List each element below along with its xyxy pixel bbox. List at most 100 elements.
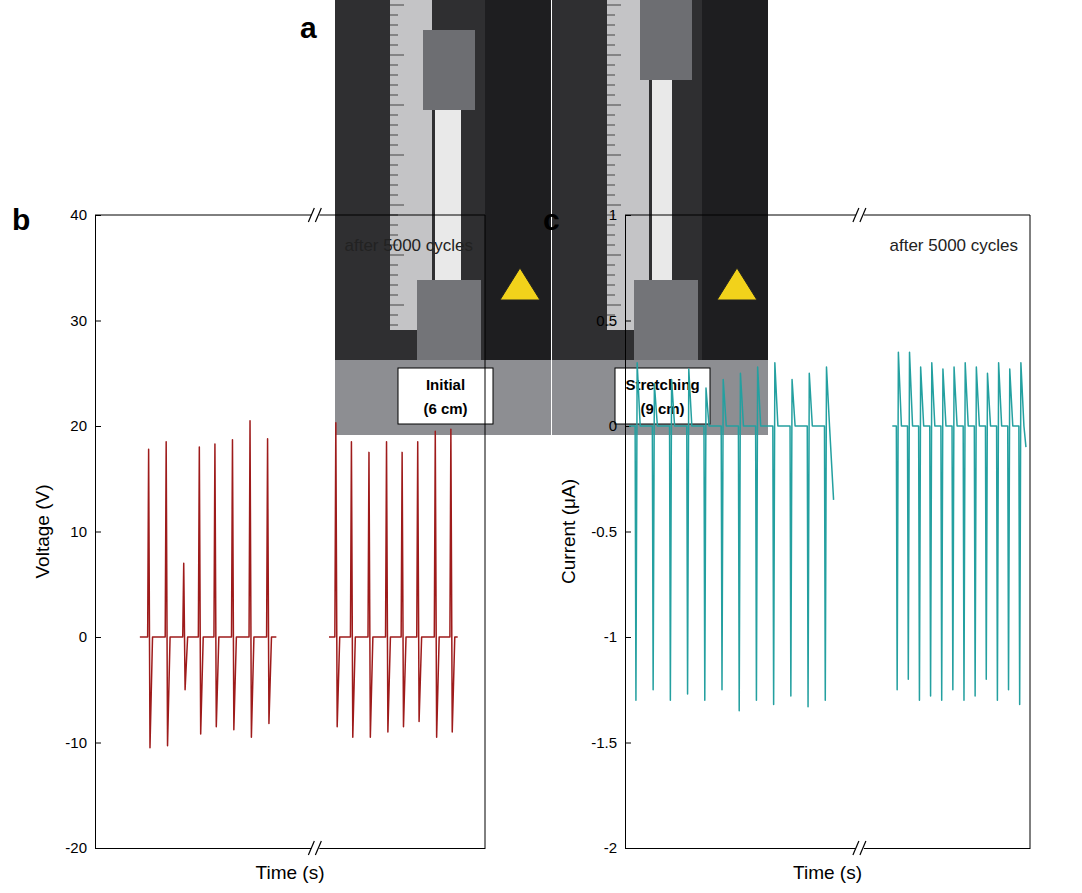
- y-tick-mark: [625, 321, 631, 322]
- warning-sign: [500, 268, 540, 300]
- y-tick-mark: [625, 532, 631, 533]
- ruler-tick: [390, 325, 398, 326]
- ruler-tick: [607, 175, 615, 176]
- y-axis: -20 -10 0 10 20 30 40: [65, 206, 101, 856]
- ruler-tick: [390, 125, 398, 126]
- ruler-tick: [390, 45, 398, 46]
- photo-machine: [702, 0, 768, 360]
- axis-break: [853, 841, 866, 855]
- upper-grip: [423, 30, 475, 110]
- y-tick-mark: [95, 321, 101, 322]
- y-tick: 0: [79, 628, 101, 645]
- lower-grip: [634, 280, 698, 360]
- axis-break: [853, 208, 866, 222]
- ruler-tick: [390, 25, 398, 26]
- ruler-tick: [390, 5, 404, 6]
- y-tick-label: 0.5: [596, 312, 617, 329]
- y-tick-label: -0.5: [591, 523, 617, 540]
- y-tick: -1: [604, 628, 631, 645]
- photo-half: Stretching(9 cm): [552, 0, 768, 435]
- y-tick: 10: [70, 523, 101, 540]
- x-axis-title: Time (s): [256, 862, 325, 883]
- photo-label: (6 cm): [423, 400, 467, 417]
- ruler-tick: [607, 65, 615, 66]
- upper-grip: [640, 0, 692, 80]
- figure: Initial(6 cm)Stretching(9 cm)abc-20-1001…: [0, 0, 1082, 893]
- ruler-tick: [607, 35, 615, 36]
- photo-background: [335, 0, 551, 435]
- ruler-tick: [607, 115, 615, 116]
- ruler-tick: [390, 285, 398, 286]
- frame-right: [1030, 215, 1031, 848]
- ruler-tick: [607, 125, 615, 126]
- y-tick: -1.5: [591, 734, 631, 751]
- ruler-tick: [390, 135, 398, 136]
- y-tick-label: -1.5: [591, 734, 617, 751]
- ruler-tick: [607, 275, 615, 276]
- frame-top: [625, 215, 1030, 216]
- ruler-tick: [390, 155, 404, 156]
- axis-break-slash: [308, 841, 314, 855]
- y-tick-label: 30: [70, 312, 87, 329]
- warning-sign: [717, 268, 757, 300]
- y-tick: 30: [70, 312, 101, 329]
- photo-background: [552, 0, 768, 435]
- ruler-tick: [607, 155, 621, 156]
- panel-letter: a: [300, 11, 317, 44]
- ruler-tick: [390, 115, 398, 116]
- y-tick-label: -10: [65, 734, 87, 751]
- ruler-tick: [607, 285, 615, 286]
- ruler-tick: [607, 165, 615, 166]
- y-tick-label: -20: [65, 839, 87, 856]
- ruler-tick: [607, 95, 615, 96]
- chart: -2-1.5-1-0.500.51after 5000 cyclesCurren…: [558, 206, 1030, 883]
- x-axis-line: [626, 848, 1031, 849]
- y-tick: -2: [604, 839, 631, 856]
- y-tick-label: 0: [79, 628, 87, 645]
- ruler-tick: [607, 75, 615, 76]
- y-tick-label: 10: [70, 523, 87, 540]
- ruler-tick: [607, 135, 615, 136]
- y-tick: 40: [70, 206, 101, 223]
- frame-top: [95, 215, 485, 216]
- ruler-tick: [607, 25, 615, 26]
- annotation: after 5000 cycles: [889, 236, 1018, 255]
- frame-right: [485, 215, 486, 848]
- sample: [652, 80, 672, 285]
- ruler-tick: [390, 145, 398, 146]
- panel-letter: b: [12, 203, 30, 236]
- axis-break-slash: [853, 841, 859, 855]
- ruler-tick: [390, 185, 398, 186]
- y-tick-label: 20: [70, 417, 87, 434]
- photo-half: Initial(6 cm): [335, 0, 551, 435]
- ruler-tick: [390, 35, 398, 36]
- ruler-tick: [390, 175, 398, 176]
- ruler-tick: [390, 315, 398, 316]
- ruler-tick: [607, 245, 615, 246]
- y-tick-mark: [95, 426, 101, 427]
- ruler-tick: [390, 295, 398, 296]
- y-tick-mark: [625, 215, 631, 216]
- axis-break-slash: [860, 208, 866, 222]
- y-tick: -20: [65, 839, 101, 856]
- photo: Initial(6 cm)Stretching(9 cm): [335, 0, 768, 435]
- x-axis-line: [96, 848, 486, 849]
- y-tick: 0.5: [596, 312, 631, 329]
- ruler-tick: [390, 105, 404, 106]
- ruler-tick: [390, 65, 398, 66]
- ruler-tick: [390, 15, 398, 16]
- ruler-tick: [607, 55, 621, 56]
- axis-break-slash: [308, 208, 314, 222]
- y-tick-mark: [95, 215, 101, 216]
- y-tick-label: 1: [609, 206, 617, 223]
- y-tick: 0: [609, 417, 631, 434]
- ruler-tick: [607, 255, 621, 256]
- ruler-tick: [607, 45, 615, 46]
- ruler-tick: [607, 105, 621, 106]
- signal-line: [629, 352, 1026, 711]
- ruler-tick: [607, 185, 615, 186]
- axis-break-slash: [315, 841, 321, 855]
- y-tick: 20: [70, 417, 101, 434]
- ruler-tick: [390, 275, 398, 276]
- y-tick: -10: [65, 734, 101, 751]
